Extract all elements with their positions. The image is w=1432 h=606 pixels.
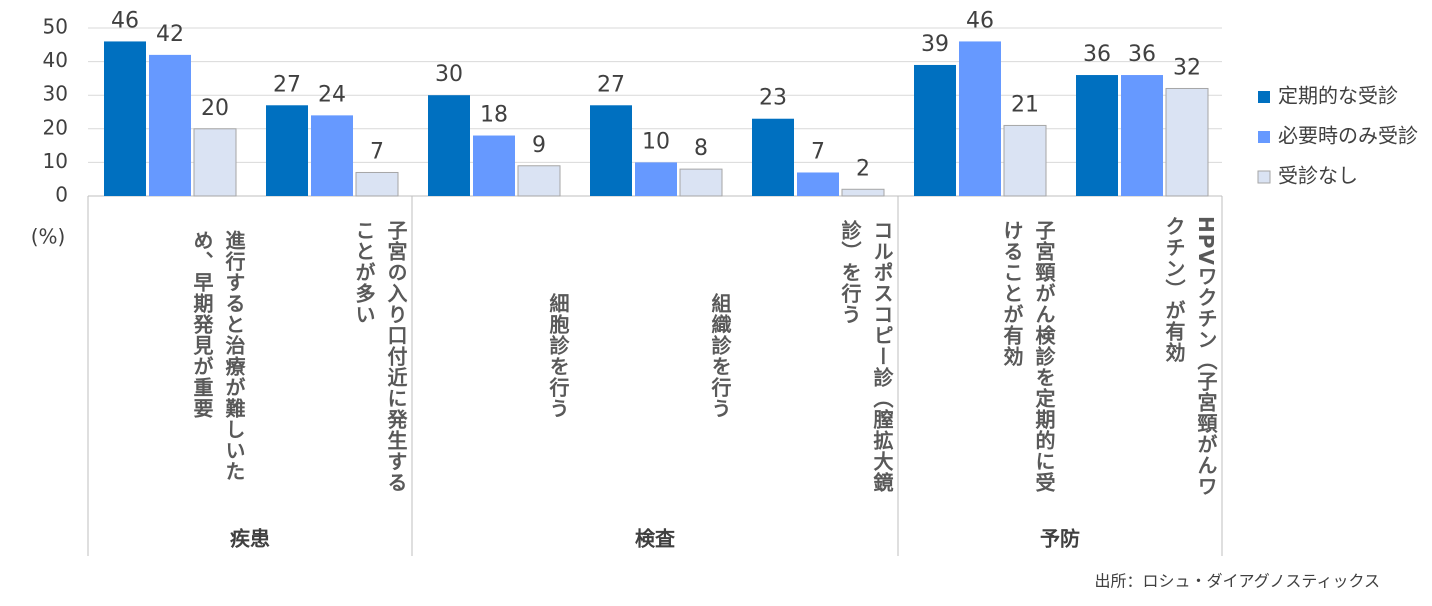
x-tick-label: 進行すると治療が難しいた め、早期発見が重要 [190,230,246,482]
bar [914,64,956,197]
category-label-box: 組織診を行う [708,293,732,419]
bar [1121,75,1163,196]
value-label: 18 [480,103,508,128]
value-label: 36 [1083,42,1111,67]
bar [1076,75,1118,196]
value-label: 23 [759,86,787,111]
bar [517,165,561,197]
value-label: 39 [921,32,949,57]
y-tick-label: 10 [43,149,68,173]
y-tick-label: 0 [55,183,68,207]
bar [266,105,308,196]
bar [193,128,237,197]
bar [959,41,1001,196]
bar [473,135,515,196]
value-label: 36 [1128,42,1156,67]
bar [1165,87,1209,197]
y-tick-label: 30 [43,82,68,106]
bar [428,95,470,196]
bar [841,188,885,197]
x-tick-label: コルポスコピー診（膣拡大鏡 診）を行う [838,219,894,493]
x-tick-label: 組織診を行う [708,293,732,419]
bar [104,41,146,196]
legend-label: 受診なし [1278,164,1358,188]
bar [355,171,399,197]
bar [311,115,353,196]
group-label: 予防 [1040,527,1080,551]
value-label: 20 [201,96,229,121]
x-tick-label: HPVワクチン（子宮頸がんワ クチン）が有効 [1162,215,1218,497]
category-label-box: 進行すると治療が難しいた め、早期発見が重要 [190,230,246,482]
y-tick-label: 20 [43,115,68,139]
value-label: 10 [642,129,670,154]
y-tick-label: 40 [43,48,68,72]
x-tick-label: 子宮の入り口付近に発生する ことが多い [352,219,408,493]
bar [797,172,839,196]
x-tick-label: 子宮頸がん検診を定期的に受 けることが有効 [1000,219,1056,493]
value-label: 21 [1011,92,1039,117]
bar [679,168,723,197]
value-label: 2 [856,156,870,181]
x-tick-label: 細胞診を行う [546,293,570,419]
value-label: 8 [694,136,708,161]
value-label: 32 [1173,55,1201,80]
legend-label: 必要時のみ受診 [1278,124,1418,148]
category-label-box: 細胞診を行う [546,293,570,419]
value-label: 7 [811,139,825,164]
value-label: 27 [597,72,625,97]
category-label-box: コルポスコピー診（膣拡大鏡 診）を行う [838,219,894,493]
legend-swatch [1257,170,1271,184]
bar [635,162,677,196]
legend-label: 定期的な受診 [1278,84,1398,108]
category-label-box: HPVワクチン（子宮頸がんワ クチン）が有効 [1162,215,1218,497]
value-label: 7 [370,139,384,164]
bar [590,105,632,196]
value-label: 9 [532,133,546,158]
group-label: 検査 [635,527,675,551]
category-label-box: 子宮頸がん検診を定期的に受 けることが有効 [1000,219,1056,493]
bar [1003,124,1047,197]
value-label: 24 [318,82,346,107]
legend-swatch [1258,91,1270,103]
value-label: 42 [156,22,184,47]
legend-swatch [1258,131,1270,143]
bar [752,118,794,196]
value-label: 30 [435,62,463,87]
category-label-box: 子宮の入り口付近に発生する ことが多い [352,219,408,493]
y-tick-label: 50 [43,15,68,39]
value-label: 27 [273,72,301,97]
bar [149,54,191,196]
source-note: 出所：ロシュ・ダイアグノスティックス [1095,572,1380,591]
y-axis-label: (%) [31,225,66,249]
value-label: 46 [966,8,994,33]
value-label: 46 [111,8,139,33]
group-label: 疾患 [230,527,270,551]
